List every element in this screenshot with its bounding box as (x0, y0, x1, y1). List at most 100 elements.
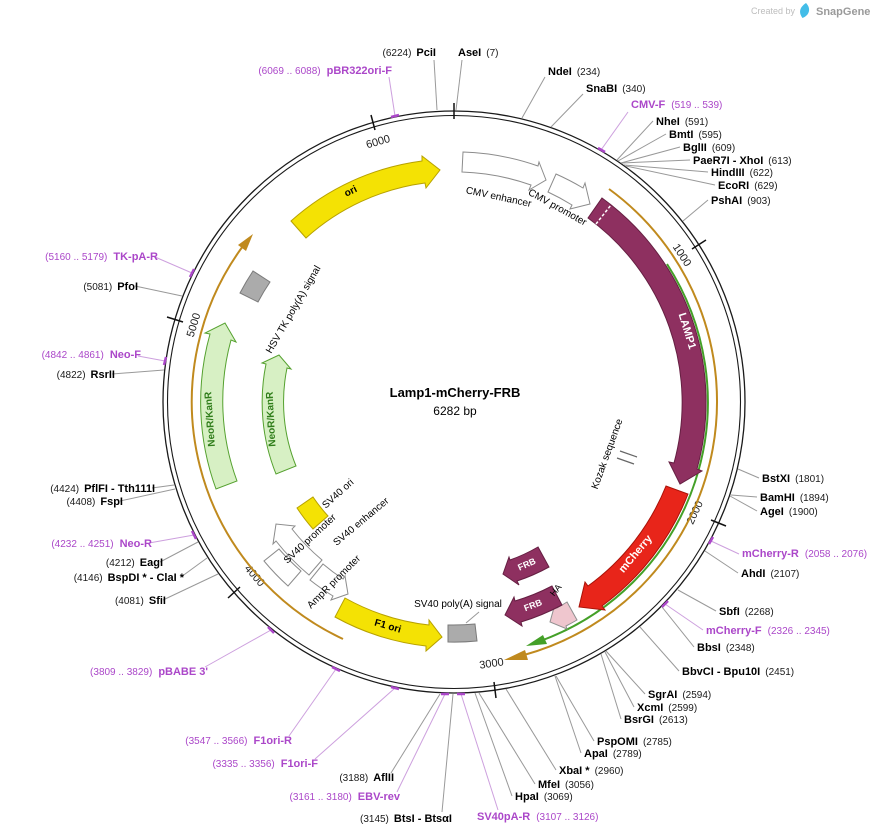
enzyme-site-label[interactable]: (5081) PfoI (83, 281, 138, 293)
enzyme-site-label[interactable]: MfeI (3056) (538, 779, 594, 791)
enzyme-site-label[interactable]: (6224) PciI (383, 47, 436, 59)
sv40-promoter-arrow[interactable] (272, 523, 323, 576)
enzyme-site-label[interactable]: BmtI (595) (669, 129, 722, 141)
enzyme-site-label[interactable]: SbfI (2268) (719, 606, 774, 618)
primer-label[interactable]: (4842 .. 4861) Neo-F (42, 349, 142, 361)
enzyme-site-label[interactable]: XbaI * (2960) (559, 765, 623, 777)
ori-arrow[interactable] (290, 154, 441, 239)
f1-ori-arrow[interactable] (334, 597, 443, 653)
enzyme-site-label[interactable]: AseI (7) (458, 47, 498, 59)
sv40-enhancer-box[interactable] (263, 548, 302, 587)
snapgene-logo: Created by SnapGene (751, 3, 870, 18)
sv40-ori-box[interactable] (296, 496, 329, 530)
sv40-ori-label[interactable]: SV40 ori (320, 477, 356, 511)
enzyme-site-label[interactable]: BbsI (2348) (697, 642, 755, 654)
cmv-enhancer-arrow[interactable] (461, 151, 547, 192)
kozak-label[interactable]: Kozak sequence (590, 417, 626, 491)
scale-label-6000: 6000 (365, 133, 392, 151)
primer-label[interactable]: (6069 .. 6088) pBR322ori-F (258, 65, 392, 77)
enzyme-site-label[interactable]: (4081) SfiI (115, 595, 166, 607)
enzyme-site-label[interactable]: NdeI (234) (548, 66, 600, 78)
plasmid-name: Lamp1-mCherry-FRB (390, 385, 521, 400)
created-by-text: Created by (751, 6, 796, 16)
enzyme-site-label[interactable]: XcmI (2599) (637, 702, 697, 714)
enzyme-site-label[interactable]: (4212) EagI (106, 557, 163, 569)
enzyme-site-label[interactable]: BbvCI - Bpu10I (2451) (682, 666, 794, 678)
callout-line (737, 468, 760, 479)
callout-line (704, 550, 739, 574)
frb-arrow-outer[interactable] (504, 585, 563, 628)
enzyme-site-label[interactable]: HpaI (3069) (515, 791, 573, 803)
primer-labels: CMV-F (519 .. 539) mCherry-R (2058 .. 2076… (42, 65, 868, 823)
enzyme-site-label[interactable]: SgrAI (2594) (648, 689, 711, 701)
ampr-promoter-arrow[interactable] (309, 563, 349, 601)
enzyme-site-label[interactable]: BamHI (1894) (760, 492, 829, 504)
enzyme-site-label[interactable]: NheI (591) (656, 116, 708, 128)
primer-callout (664, 603, 704, 631)
cmv-enhancer-label[interactable]: CMV enhancer (465, 185, 533, 210)
enzyme-site-label[interactable]: (3145) BtsI - BtsαI (360, 813, 452, 825)
primer-label[interactable]: mCherry-F (2326 .. 2345) (706, 625, 830, 637)
features (200, 151, 707, 653)
primer-callout (600, 111, 629, 151)
neor-kanr-arrow-inner[interactable] (260, 354, 297, 475)
cmv-promoter-arrow[interactable] (547, 173, 591, 210)
kozak-mark (616, 450, 638, 465)
callout-line (433, 59, 438, 111)
enzyme-site-label[interactable]: (4408) FspI (66, 496, 123, 508)
enzyme-site-label[interactable]: EcoRI (629) (718, 180, 778, 192)
enzyme-site-label[interactable]: ApaI (2789) (584, 748, 642, 760)
enzyme-site-label[interactable]: PaeR7I - XhoI (613) (693, 155, 792, 167)
enzyme-site-label[interactable]: PspOMI (2785) (597, 736, 672, 748)
enzyme-site-label[interactable]: BsrGI (2613) (624, 714, 688, 726)
enzyme-callouts (111, 59, 760, 813)
primer-label[interactable]: (3547 .. 3566) F1ori-R (185, 735, 292, 747)
scale-tick-2000 (710, 519, 727, 527)
sv40-polya-label[interactable]: SV40 poly(A) signal (414, 599, 502, 610)
enzyme-site-label[interactable]: PshAI (903) (711, 195, 771, 207)
enzyme-site-label[interactable]: (4146) BspDI * - ClaI * (74, 572, 185, 584)
hsv-tk-polya-label[interactable]: HSV TK poly(A) signal (264, 264, 323, 355)
plasmid-size: 6282 bp (433, 404, 477, 418)
sv40-enhancer-label[interactable]: SV40 enhancer (331, 495, 391, 548)
frb-arrow-inner[interactable] (502, 546, 550, 586)
hsv-tk-polya-box[interactable] (239, 270, 271, 303)
lamp1-arrow[interactable] (587, 197, 707, 485)
orf-arc-right-outer (523, 188, 718, 656)
scale-tick-5000 (166, 316, 184, 323)
ha-tag-arrow[interactable] (549, 601, 578, 630)
neor-kanr-label-outer[interactable]: NeoR/KanR (203, 391, 218, 447)
enzyme-site-label[interactable]: BstXI (1801) (762, 473, 824, 485)
enzyme-site-label[interactable]: BglII (609) (683, 142, 735, 154)
callout-line (455, 59, 463, 111)
primer-label[interactable]: (3161 .. 3180) EBV-rev (290, 791, 401, 803)
primer-callout (396, 693, 446, 793)
neor-kanr-arrow-outer[interactable] (200, 322, 238, 490)
scale-tick-6000 (370, 114, 376, 131)
primer-label[interactable]: (3335 .. 3356) F1ori-F (212, 758, 318, 770)
callout-line (604, 651, 635, 708)
sv40-polya-box[interactable] (447, 623, 478, 643)
primer-label[interactable]: (3809 .. 3829) pBABE 3' (90, 666, 208, 678)
primer-mark (661, 600, 669, 608)
primer-callouts (137, 76, 740, 811)
ori-label[interactable]: ori (343, 184, 360, 200)
enzyme-site-label[interactable]: HindIII (622) (711, 167, 773, 179)
callout-line (134, 285, 183, 297)
enzyme-site-label[interactable]: AgeI (1900) (760, 506, 818, 518)
primer-mark (331, 665, 341, 673)
primer-label[interactable]: (4232 .. 4251) Neo-R (51, 538, 152, 550)
enzyme-site-label[interactable]: AhdI (2107) (741, 568, 799, 580)
enzyme-site-label[interactable]: SnaBI (340) (586, 83, 646, 95)
primer-label[interactable]: mCherry-R (2058 .. 2076) (742, 548, 867, 560)
neor-kanr-label-inner[interactable]: NeoR/KanR (265, 391, 279, 447)
mcherry-arrow[interactable] (578, 485, 689, 611)
enzyme-site-label[interactable]: (4424) PflFI - Tth111I (50, 483, 155, 495)
primer-label[interactable]: (5160 .. 5179) TK-pA-R (45, 251, 158, 263)
enzyme-site-label[interactable]: (4822) RsrII (57, 369, 115, 381)
primer-label[interactable]: CMV-F (519 .. 539) (631, 99, 722, 111)
callout-line (554, 675, 582, 754)
enzyme-site-label[interactable]: (3188) AflII (339, 772, 394, 784)
orf-arc-left-arrowhead-icon (238, 234, 253, 251)
primer-label[interactable]: SV40pA-R (3107 .. 3126) (477, 811, 598, 823)
